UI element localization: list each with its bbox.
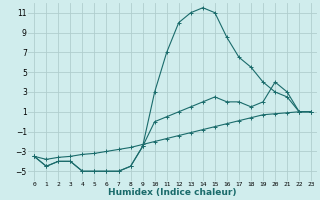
X-axis label: Humidex (Indice chaleur): Humidex (Indice chaleur) [108, 188, 237, 197]
